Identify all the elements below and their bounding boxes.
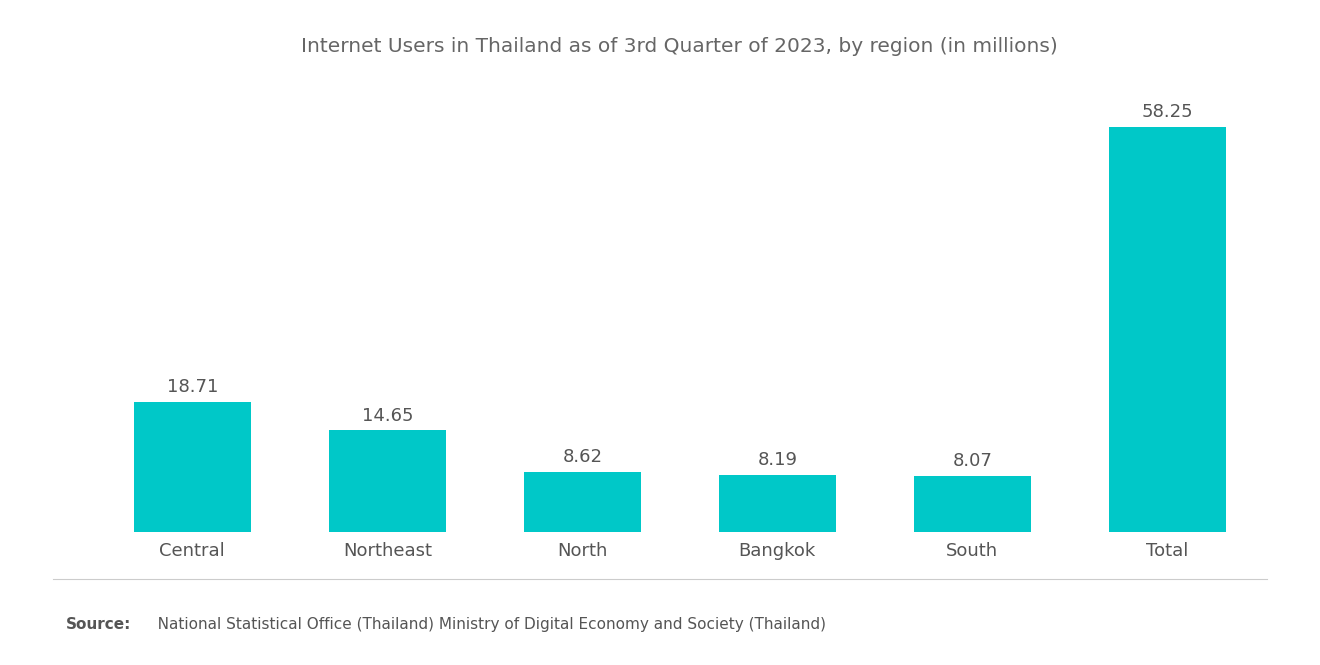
Bar [719, 475, 836, 532]
Title: Internet Users in Thailand as of 3rd Quarter of 2023, by region (in millions): Internet Users in Thailand as of 3rd Qua… [301, 37, 1059, 56]
Text: 14.65: 14.65 [362, 406, 413, 424]
Text: 8.19: 8.19 [758, 452, 797, 469]
Text: 8.62: 8.62 [562, 448, 602, 466]
Bar [1109, 127, 1226, 532]
Text: 18.71: 18.71 [166, 378, 218, 396]
Bar [913, 476, 1031, 532]
Text: National Statistical Office (Thailand) Ministry of Digital Economy and Society (: National Statistical Office (Thailand) M… [143, 616, 825, 632]
Bar [524, 472, 640, 532]
Text: Source:: Source: [66, 616, 132, 632]
Text: 58.25: 58.25 [1142, 103, 1193, 121]
Text: 8.07: 8.07 [952, 452, 993, 470]
Bar [133, 402, 251, 532]
Bar [329, 430, 446, 532]
